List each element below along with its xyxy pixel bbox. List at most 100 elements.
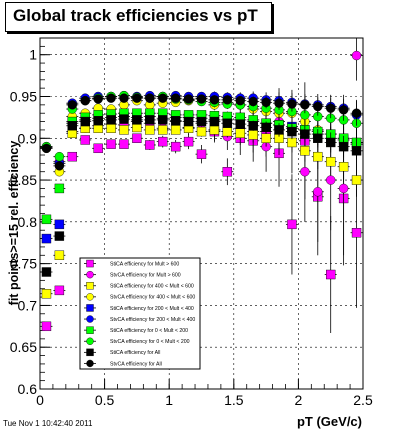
legend-label: StiCA efficiency for Mult > 600 <box>110 261 179 267</box>
data-point <box>196 126 207 137</box>
data-point <box>287 126 297 137</box>
data-point <box>287 99 297 109</box>
data-point <box>41 233 52 244</box>
data-point <box>80 135 90 145</box>
data-point <box>145 125 155 135</box>
legend-marker <box>86 282 94 290</box>
data-point <box>158 136 168 147</box>
data-point <box>209 125 220 135</box>
data-point <box>67 100 78 110</box>
data-point <box>67 151 78 162</box>
data-point <box>326 175 336 185</box>
legend-marker <box>86 337 94 345</box>
legend: StiCA efficiency for Mult > 600 StvCA eff… <box>79 257 201 370</box>
x-tick-label: 1 <box>165 392 173 408</box>
data-point <box>196 116 207 127</box>
chart-title: Global track efficiencies vs pT <box>13 6 258 25</box>
data-point <box>170 116 181 126</box>
legend-label: StvCA efficiency for 400 < Mult < 600 <box>110 295 195 301</box>
chart-title-box: Global track efficiencies vs pT <box>5 2 272 32</box>
data-point <box>222 95 233 105</box>
data-point <box>80 95 90 106</box>
y-tick-label: 0.95 <box>10 89 37 105</box>
legend-label: StiCA efficiency for 0 < Mult < 200 <box>110 328 188 334</box>
y-tick-label: 0.6 <box>18 381 38 397</box>
data-point <box>351 175 362 185</box>
data-point <box>41 143 52 154</box>
data-point <box>183 94 194 104</box>
data-point <box>183 116 194 127</box>
data-point <box>300 146 310 156</box>
legend-marker <box>86 348 94 357</box>
data-point <box>274 98 284 108</box>
data-point <box>41 214 52 225</box>
y-tick-label: 0.85 <box>10 172 37 188</box>
data-point <box>222 126 233 137</box>
y-tick-label: 0.65 <box>10 339 37 355</box>
legend-marker <box>86 270 94 279</box>
data-point <box>106 123 116 133</box>
data-point <box>93 143 103 154</box>
data-point <box>67 121 78 131</box>
data-point <box>119 125 129 135</box>
x-tick-label: 2.5 <box>353 392 373 408</box>
data-point <box>132 133 142 143</box>
legend-marker <box>86 293 94 301</box>
data-point <box>80 116 90 127</box>
data-point <box>132 93 142 103</box>
data-point <box>248 121 258 131</box>
data-point <box>54 151 65 162</box>
data-point <box>54 285 65 296</box>
legend-marker <box>86 315 94 323</box>
legend-box <box>79 257 201 370</box>
y-tick-label: 0.9 <box>18 130 38 146</box>
legend-label: StiCA efficiency for 200 < Mult < 400 <box>110 306 194 312</box>
data-point <box>338 183 349 194</box>
data-point <box>106 115 116 125</box>
data-point <box>93 94 103 104</box>
data-point <box>313 101 323 112</box>
legend-marker <box>86 359 94 368</box>
data-point <box>170 141 181 152</box>
data-point <box>287 137 297 148</box>
legend-marker <box>86 326 94 334</box>
data-point <box>300 129 310 139</box>
data-point <box>54 219 65 230</box>
y-tick-label: 0.75 <box>10 256 37 272</box>
data-point <box>248 130 258 140</box>
data-point <box>93 116 103 126</box>
data-point <box>326 103 336 113</box>
data-point <box>41 289 52 299</box>
data-point <box>300 100 310 110</box>
legend-label: StiCA efficiency for All <box>110 350 160 356</box>
data-point <box>196 149 207 159</box>
data-point <box>209 95 220 105</box>
series-10 <box>40 93 363 171</box>
data-point <box>132 115 142 125</box>
data-point <box>41 321 52 332</box>
data-point <box>170 125 181 135</box>
data-markers <box>40 38 363 334</box>
data-point <box>261 133 271 143</box>
data-point <box>287 219 297 230</box>
data-point <box>54 250 65 260</box>
data-point <box>313 151 323 162</box>
data-point <box>248 96 258 107</box>
legend-label: StvCA efficiency for 0 < Mult < 200 <box>110 339 190 345</box>
data-point <box>338 161 349 172</box>
x-tick-label: 1.5 <box>224 392 244 408</box>
data-point <box>261 122 271 133</box>
data-point <box>235 119 245 129</box>
data-point <box>106 139 116 149</box>
x-tick-label: 0.5 <box>95 392 115 408</box>
data-point <box>274 125 284 135</box>
data-point <box>313 187 323 197</box>
data-point <box>54 183 65 194</box>
data-point <box>209 116 220 127</box>
legend-marker <box>86 304 94 312</box>
timestamp-footer: Tue Nov 1 10:42:40 2011 <box>3 419 93 428</box>
legend-label: StvCA efficiency for All <box>110 361 162 367</box>
legend-marker <box>86 259 94 268</box>
data-point <box>145 140 155 150</box>
